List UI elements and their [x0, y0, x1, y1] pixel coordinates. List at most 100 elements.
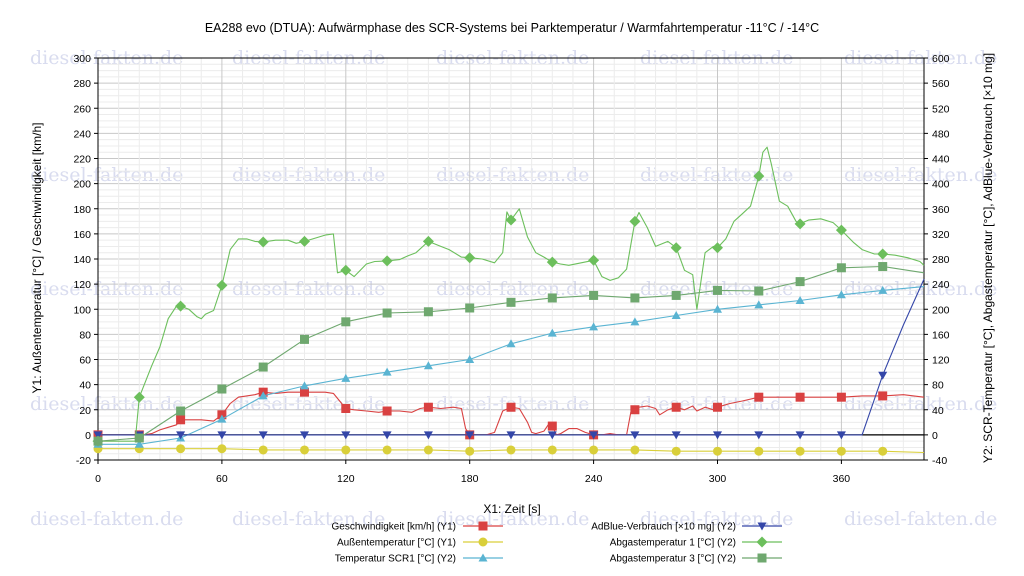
legend-label: Geschwindigkeit [km/h] (Y1): [332, 522, 457, 533]
data-point: [300, 334, 309, 344]
data-point: [423, 307, 433, 317]
data-point: [341, 403, 351, 413]
x-tick-label: 0: [95, 473, 101, 485]
data-point: [381, 255, 393, 267]
watermark-text: diesel-fakten.de: [436, 508, 589, 530]
legend-label: AdBlue-Verbrauch [×10 mg] (Y2): [591, 522, 736, 533]
y-right-tick-label: 80: [932, 380, 944, 392]
data-point: [134, 439, 144, 448]
data-point: [464, 252, 476, 264]
watermark-text: diesel-fakten.de: [844, 164, 997, 186]
data-point: [423, 361, 433, 370]
y-left-tick-label: 0: [85, 430, 91, 442]
y-left-tick-label: 20: [79, 405, 91, 417]
data-point: [795, 431, 805, 440]
data-point: [713, 304, 722, 313]
data-point: [835, 224, 847, 236]
data-point: [671, 431, 681, 440]
legend-marker: [478, 521, 488, 531]
data-point: [630, 445, 640, 455]
legend-marker: [757, 553, 767, 563]
data-point: [300, 381, 309, 390]
data-point: [547, 293, 557, 303]
legend-marker: [756, 536, 768, 548]
data-point: [465, 431, 475, 440]
data-point: [505, 214, 517, 226]
y-right-tick-label: -40: [932, 455, 947, 467]
y-right-tick-label: 360: [932, 204, 950, 216]
legend-item: AdBlue-Verbrauch [×10 mg] (Y2): [591, 522, 782, 533]
data-point: [546, 256, 558, 268]
data-point: [878, 285, 888, 294]
data-point: [465, 446, 475, 456]
data-point: [713, 431, 722, 440]
watermark-text: diesel-fakten.de: [232, 278, 385, 300]
data-point: [341, 317, 351, 327]
data-point: [754, 431, 764, 440]
data-point: [547, 421, 557, 431]
data-point: [506, 297, 516, 307]
series-4: [92, 146, 925, 447]
data-point: [382, 445, 392, 455]
legend-item: Außentemperatur [°C] (Y1): [337, 537, 503, 549]
legend-item: Geschwindigkeit [km/h] (Y1): [332, 521, 503, 533]
y-left-tick-label: 200: [73, 179, 91, 191]
data-point: [465, 303, 475, 313]
data-point: [878, 371, 888, 380]
data-point: [506, 445, 516, 455]
y-left-tick-label: 80: [79, 329, 91, 341]
data-point: [754, 286, 764, 296]
data-point: [422, 235, 434, 247]
data-point: [795, 277, 805, 287]
y-right-tick-label: 520: [932, 103, 950, 115]
y-left-tick-label: 140: [73, 254, 91, 266]
data-point: [423, 445, 433, 455]
data-point: [794, 218, 806, 230]
x-tick-label: 120: [337, 473, 355, 485]
watermark-layer: diesel-fakten.de diesel-fakten.de diesel-f…: [30, 47, 997, 530]
data-point: [878, 391, 888, 401]
y-left-tick-label: 160: [73, 229, 91, 241]
y-right-tick-label: 320: [932, 229, 950, 241]
x-tick-label: 240: [585, 473, 603, 485]
data-point: [176, 415, 186, 425]
data-point: [300, 431, 309, 440]
watermark-text: diesel-fakten.de: [30, 508, 183, 530]
y-left-tick-label: 60: [79, 355, 91, 367]
watermark-text: diesel-fakten.de: [640, 164, 793, 186]
data-point: [217, 444, 227, 454]
y-right-tick-label: 560: [932, 78, 950, 90]
x-tick-label: 360: [833, 473, 851, 485]
data-point: [878, 262, 888, 272]
data-point: [589, 322, 599, 331]
data-point: [589, 290, 599, 300]
data-point: [836, 446, 846, 456]
data-point: [589, 445, 599, 455]
data-point: [93, 436, 103, 446]
data-point: [217, 414, 227, 423]
y-left-tick-label: 40: [79, 380, 91, 392]
data-point: [258, 445, 268, 455]
data-point: [423, 431, 433, 440]
data-point: [506, 431, 516, 440]
y-right-tick-label: 280: [932, 254, 950, 266]
data-point: [341, 431, 351, 440]
data-point: [547, 445, 557, 455]
data-point: [671, 290, 681, 300]
series-layer: [92, 146, 925, 456]
y-right-tick-label: 120: [932, 355, 950, 367]
series-1: [93, 444, 925, 456]
x-tick-label: 180: [461, 473, 479, 485]
data-point: [506, 402, 516, 412]
series-5: [93, 262, 925, 446]
data-point: [216, 279, 228, 291]
axes: -20 0 20 40 60 80 100 120 140 160 180 200 220 240 260 2…: [73, 53, 949, 485]
data-point: [630, 293, 640, 303]
legend-label: Temperatur SCR1 [°C] (Y2): [335, 554, 456, 565]
data-point: [299, 235, 310, 247]
data-point: [836, 263, 846, 273]
watermark-text: diesel-fakten.de: [640, 508, 793, 530]
y-left-tick-label: 120: [73, 279, 91, 291]
data-point: [754, 300, 764, 309]
data-point: [588, 254, 600, 266]
